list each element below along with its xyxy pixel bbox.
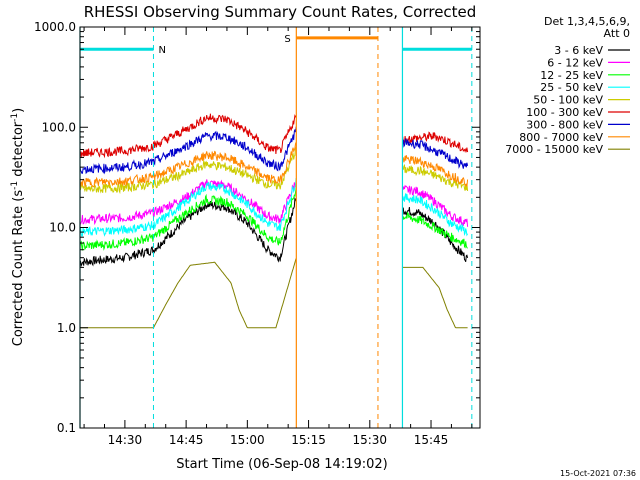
x-axis-label: Start Time (06-Sep-08 14:19:02)	[176, 457, 387, 472]
x-tick-label-4: 15:30	[352, 433, 387, 447]
y-axis-label: Corrected Count Rate (s-1 detector-1)	[10, 108, 26, 346]
annotation-label-1: S	[284, 34, 290, 45]
y-tick-label-0: 0.1	[57, 421, 76, 435]
series-line-2	[79, 188, 468, 251]
legend-label-8: 7000 - 15000 keV	[505, 143, 603, 156]
x-tick-label-3: 15:15	[291, 433, 326, 447]
x-tick-label-2: 15:00	[230, 433, 265, 447]
legend-label-3: 25 - 50 keV	[540, 81, 603, 94]
legend-header-2: Att 0	[604, 27, 630, 40]
y-tick-label-3: 100.0	[42, 120, 76, 134]
legend-label-1: 6 - 12 keV	[547, 56, 603, 69]
series-line-1	[79, 179, 469, 227]
series-line-6	[79, 126, 469, 175]
legend-label-6: 300 - 800 keV	[526, 118, 603, 131]
legend-label-0: 3 - 6 keV	[554, 44, 603, 57]
series-line-0	[79, 197, 469, 268]
footer-timestamp: 15-Oct-2021 07:36	[560, 469, 636, 478]
legend-label-5: 100 - 300 keV	[526, 106, 603, 119]
x-tick-label-1: 14:45	[169, 433, 204, 447]
x-tick-label-0: 14:30	[108, 433, 143, 447]
series-line-4	[79, 147, 469, 195]
legend-label-2: 12 - 25 keV	[540, 69, 603, 82]
series-line-5	[79, 113, 469, 159]
axes-layer: 0.1 1.0 10.0 100.0 1000.0 14:30 14:45 15:00 15:1…	[34, 20, 481, 447]
y-tick-label-2: 10.0	[49, 221, 76, 235]
legend-label-7: 800 - 7000 keV	[519, 131, 603, 144]
annotation-label-0: N	[158, 45, 165, 56]
legend-header-1: Det 1,3,4,5,6,9,	[544, 15, 630, 28]
series-line-7	[79, 142, 469, 189]
series-line-3	[79, 177, 469, 237]
y-tick-label-4: 1000.0	[34, 20, 76, 34]
series-line-8	[80, 258, 468, 329]
chart-title: RHESSI Observing Summary Count Rates, Co…	[84, 3, 477, 21]
x-tick-label-5: 15:45	[414, 433, 449, 447]
legend-label-4: 50 - 100 keV	[533, 94, 603, 107]
plot-layer: NS	[79, 27, 473, 428]
y-tick-label-1: 1.0	[57, 321, 76, 335]
